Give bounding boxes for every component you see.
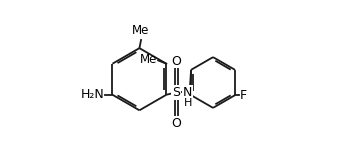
- Text: O: O: [171, 117, 181, 130]
- Text: N: N: [183, 86, 192, 99]
- Text: O: O: [171, 55, 181, 68]
- Text: F: F: [240, 89, 247, 102]
- Text: Me: Me: [140, 53, 157, 66]
- Text: H: H: [183, 98, 192, 108]
- Text: S: S: [172, 86, 180, 99]
- Text: H₂N: H₂N: [80, 88, 104, 101]
- Text: Me: Me: [132, 24, 150, 37]
